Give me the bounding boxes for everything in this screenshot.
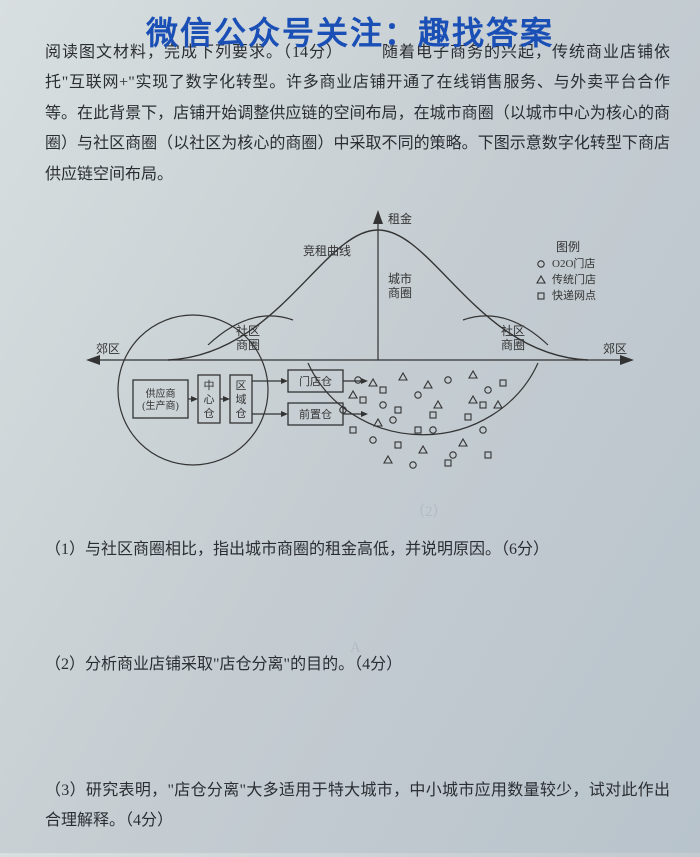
watermark-banner: 微信公众号关注：趣找答案 <box>0 8 700 54</box>
svg-text:快递网点: 快递网点 <box>552 288 596 302</box>
svg-text:郊区: 郊区 <box>603 342 627 356</box>
svg-text:(生产商): (生产商) <box>142 399 179 412</box>
svg-text:传统门店: 传统门店 <box>552 272 596 286</box>
svg-text:仓: 仓 <box>235 406 246 420</box>
question-2: （2）分析商业店铺采取"店仓分离"的目的。（4分） <box>45 650 670 680</box>
svg-text:商圈: 商圈 <box>388 285 412 300</box>
svg-text:O2O门店: O2O门店 <box>552 256 595 270</box>
svg-text:城市: 城市 <box>388 271 412 286</box>
supply-chain-diagram: 租金竞租曲线郊区郊区城市商圈社区商圈社区商圈供应商(生产商)中心仓区域仓门店仓前… <box>78 205 638 500</box>
svg-text:竞租曲线: 竞租曲线 <box>303 244 351 258</box>
svg-text:商圈: 商圈 <box>500 337 524 352</box>
svg-text:区: 区 <box>235 380 246 392</box>
svg-text:仓: 仓 <box>203 406 214 420</box>
svg-text:前置仓: 前置仓 <box>299 407 332 421</box>
question-3: （3）研究表明，"店仓分离"大多适用于特大城市，中小城市应用数量较少，试对此作出… <box>45 776 670 837</box>
svg-text:社区: 社区 <box>500 323 524 338</box>
question-1: （1）与社区商圈相比，指出城市商圈的租金高低，并说明原因。（6分） <box>45 535 670 565</box>
svg-text:域: 域 <box>235 393 246 406</box>
svg-text:心: 心 <box>203 393 214 406</box>
svg-text:供应商: 供应商 <box>145 387 175 400</box>
svg-text:郊区: 郊区 <box>96 342 120 356</box>
svg-text:中: 中 <box>203 379 214 392</box>
intro-text: 阅读图文材料，完成下列要求。（14分） 随着电子商务的兴起，传统商业店铺依托"互… <box>45 38 670 190</box>
svg-text:租金: 租金 <box>388 211 412 226</box>
svg-text:图例: 图例 <box>555 240 579 254</box>
